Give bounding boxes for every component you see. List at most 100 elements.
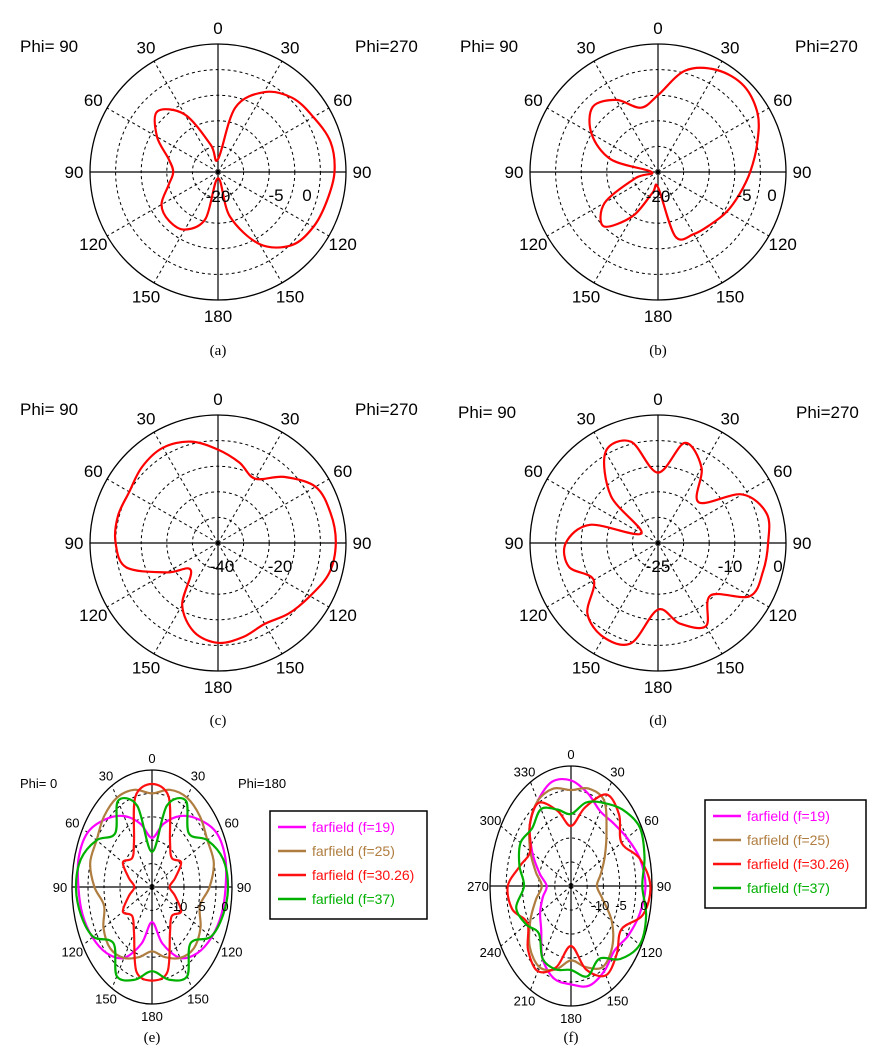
radial-tick-label: -5 xyxy=(268,186,283,205)
angle-tick-label: 150 xyxy=(132,288,160,307)
angle-tick-label: 30 xyxy=(610,765,624,780)
subfigure-caption: (b) xyxy=(649,343,667,359)
legend-entry: farfield (f=37) xyxy=(312,891,395,907)
radial-tick-label: 0 xyxy=(767,186,776,205)
angle-tick-label: 150 xyxy=(716,659,744,678)
phi-left-label: Phi= 90 xyxy=(458,403,516,422)
angle-tick-label: 150 xyxy=(607,993,629,1008)
grid-spoke xyxy=(530,781,572,887)
legend-entry: farfield (f=37) xyxy=(747,880,830,896)
angle-tick-label: 60 xyxy=(65,816,79,831)
phi-right-label: Phi=270 xyxy=(355,400,418,419)
grid-spoke xyxy=(657,60,723,173)
outer-ring xyxy=(89,43,347,301)
angle-tick-label: 150 xyxy=(572,288,600,307)
legend-box xyxy=(269,810,428,920)
grid-spoke xyxy=(657,431,723,544)
grid-spoke xyxy=(82,828,153,888)
phi-right-label: Phi=270 xyxy=(796,403,859,422)
grid-spoke xyxy=(500,885,572,947)
angle-tick-label: 30 xyxy=(577,409,596,428)
angle-tick-label: 90 xyxy=(65,163,84,182)
polar-chart-5: 0 30 60 90 120 150 180 150 120 90 60 30 -10 -5 0 Phi= 0… xyxy=(20,751,428,1046)
angle-tick-label: 60 xyxy=(773,91,792,110)
angle-tick-label: 330 xyxy=(514,765,536,780)
radial-tick-label: 0 xyxy=(221,899,228,914)
outer-ring xyxy=(489,765,653,1007)
radial-tick-label: -20 xyxy=(268,557,293,576)
grid-spoke xyxy=(217,107,330,173)
grid-spoke xyxy=(570,885,642,947)
outer-ring xyxy=(529,43,787,301)
angle-tick-label: 30 xyxy=(191,768,205,783)
grid-spoke xyxy=(217,60,283,173)
grid-spoke xyxy=(111,785,153,888)
angle-tick-label: 90 xyxy=(505,534,524,553)
series-line-3 xyxy=(506,793,652,978)
legend-entry: farfield (f=19) xyxy=(312,819,395,835)
angle-tick-label: 120 xyxy=(221,945,243,960)
grid-spoke xyxy=(111,886,153,989)
angle-tick-label: 30 xyxy=(137,38,156,57)
angle-tick-label: 120 xyxy=(79,606,107,625)
angle-tick-label: 120 xyxy=(519,235,547,254)
grid-spoke xyxy=(217,478,330,544)
legend-entry: farfield (f=25) xyxy=(747,832,830,848)
series-line-1 xyxy=(528,777,647,988)
grid-spoke xyxy=(530,885,572,991)
angle-tick-label: 0 xyxy=(653,19,662,38)
phi-right-label: Phi=180 xyxy=(238,776,286,791)
angle-tick-label: 0 xyxy=(213,19,222,38)
angle-tick-label: 30 xyxy=(721,409,740,428)
subfigure-caption: (d) xyxy=(649,713,667,729)
grid-spoke xyxy=(546,107,659,173)
angle-tick-label: 60 xyxy=(224,816,238,831)
grid-spoke xyxy=(106,542,219,608)
angle-tick-label: 0 xyxy=(567,747,574,762)
angle-tick-label: 60 xyxy=(333,462,352,481)
polar-chart-4: 0 30 60 90 120 150 180 150 120 90 60 30 -25 -10 0 Phi= … xyxy=(458,390,859,729)
radial-tick-label: -20 xyxy=(646,187,671,206)
legend: farfield (f=19) farfield (f=25) farfield (… xyxy=(269,810,428,920)
angle-tick-label: 60 xyxy=(84,91,103,110)
radial-tick-label: -40 xyxy=(210,557,235,576)
angle-tick-label: 120 xyxy=(329,606,357,625)
legend: farfield (f=19) farfield (f=25) farfield (… xyxy=(704,799,867,909)
angle-tick-label: 90 xyxy=(793,163,812,182)
angle-tick-label: 150 xyxy=(95,992,117,1007)
angle-tick-label: 150 xyxy=(276,288,304,307)
angle-tick-label: 90 xyxy=(65,534,84,553)
angle-tick-label: 30 xyxy=(281,38,300,57)
angle-tick-label: 120 xyxy=(329,235,357,254)
angle-tick-label: 90 xyxy=(505,163,524,182)
radial-tick-label: -25 xyxy=(646,557,671,576)
angle-tick-label: 30 xyxy=(281,409,300,428)
angle-tick-label: 150 xyxy=(276,659,304,678)
angle-tick-label: 120 xyxy=(519,606,547,625)
angle-tick-label: 180 xyxy=(560,1011,582,1026)
grid-spoke xyxy=(106,478,219,544)
angle-tick-label: 120 xyxy=(641,945,663,960)
legend-entry: farfield (f=25) xyxy=(312,843,395,859)
radial-tick-label: -10 xyxy=(169,899,188,914)
angle-tick-label: 120 xyxy=(769,235,797,254)
legend-box xyxy=(704,799,867,909)
angle-tick-label: 60 xyxy=(524,462,543,481)
grid-spoke xyxy=(657,171,770,237)
angle-tick-label: 30 xyxy=(721,38,740,57)
angle-tick-label: 90 xyxy=(793,534,812,553)
radial-tick-label: -10 xyxy=(718,557,743,576)
radial-tick-label: 0 xyxy=(773,557,782,576)
series-line-1 xyxy=(76,814,228,960)
angle-tick-label: 60 xyxy=(524,91,543,110)
angle-tick-label: 120 xyxy=(79,235,107,254)
angle-tick-label: 90 xyxy=(353,534,372,553)
angle-tick-label: 0 xyxy=(213,390,222,409)
angle-tick-label: 90 xyxy=(237,880,251,895)
subfigure-caption: (c) xyxy=(210,713,227,729)
angle-tick-label: 60 xyxy=(773,462,792,481)
angle-tick-label: 150 xyxy=(572,659,600,678)
angle-tick-label: 180 xyxy=(204,678,232,697)
angle-tick-label: 180 xyxy=(141,1009,163,1024)
